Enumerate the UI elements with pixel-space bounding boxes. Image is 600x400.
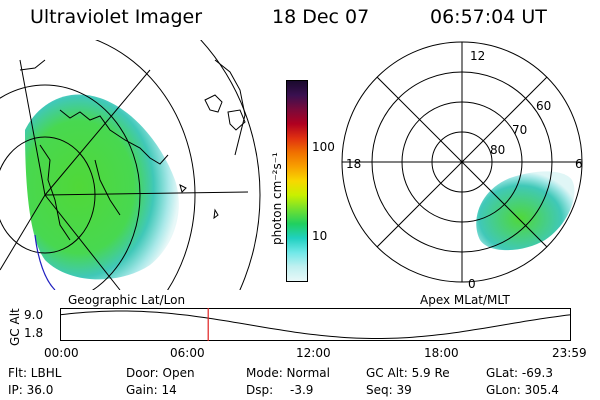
dsp-value: -3.9 [290,383,314,397]
colorbar-unit-label: photon cm⁻²s⁻¹ [270,152,284,245]
mlt-label-top: 12 [470,49,485,63]
ip-info: IP: 36.0 [8,383,54,397]
timeline-xtick-1: 06:00 [170,346,205,360]
mlat-label-70: 70 [512,123,527,137]
timeline-xtick-2: 12:00 [296,346,331,360]
glon-info: GLon: 305.4 [486,383,559,397]
altitude-curve [60,310,572,339]
coastlines [19,59,246,241]
timeline-ytick-9: 9.0 [24,308,44,322]
aurora-emission-mag [476,171,575,251]
mag-panel-label: Apex MLat/MLT [420,293,510,307]
dsp-label: Dsp: [246,383,274,397]
aurora-emission-geo [25,94,179,280]
gain-info: Gain: 14 [126,383,177,397]
observation-time: 06:57:04 UT [430,6,547,28]
mode-info: Mode: Normal [246,366,330,380]
colorbar [286,80,308,282]
gc-alt-info: GC Alt: 5.9 Re [366,366,450,380]
mlt-label-left: 18 [346,157,361,171]
timeline-ytick-1.8: 1.8 [24,326,44,340]
altitude-timeline [60,308,572,341]
seq-info: Seq: 39 [366,383,412,397]
timeline-xtick-3: 18:00 [424,346,459,360]
mlat-label-80: 80 [490,143,505,157]
timeline-axis-label: GC Alt [8,308,22,346]
mlt-label-bottom: 0 [468,277,476,290]
mlat-label-60: 60 [536,99,551,113]
observation-date: 18 Dec 07 [272,6,370,28]
geographic-image [0,40,261,290]
magnetic-polar-plot: 12 18 6 0 60 70 80 [341,41,583,290]
colorbar-tick-100: 100 [312,140,335,154]
mlt-label-right: 6 [575,157,583,171]
app-title: Ultraviolet Imager [30,6,203,28]
terminator-line [34,234,56,290]
glat-info: GLat: -69.3 [486,366,553,380]
colorbar-tick-10: 10 [312,229,328,243]
filter-info: Flt: LBHL [8,366,62,380]
polar-grid [341,41,583,283]
geo-panel-label: Geographic Lat/Lon [68,293,186,307]
door-info: Door: Open [126,366,195,380]
timeline-xtick-4: 23:59 [552,346,587,360]
timeline-xtick-0: 00:00 [44,346,79,360]
